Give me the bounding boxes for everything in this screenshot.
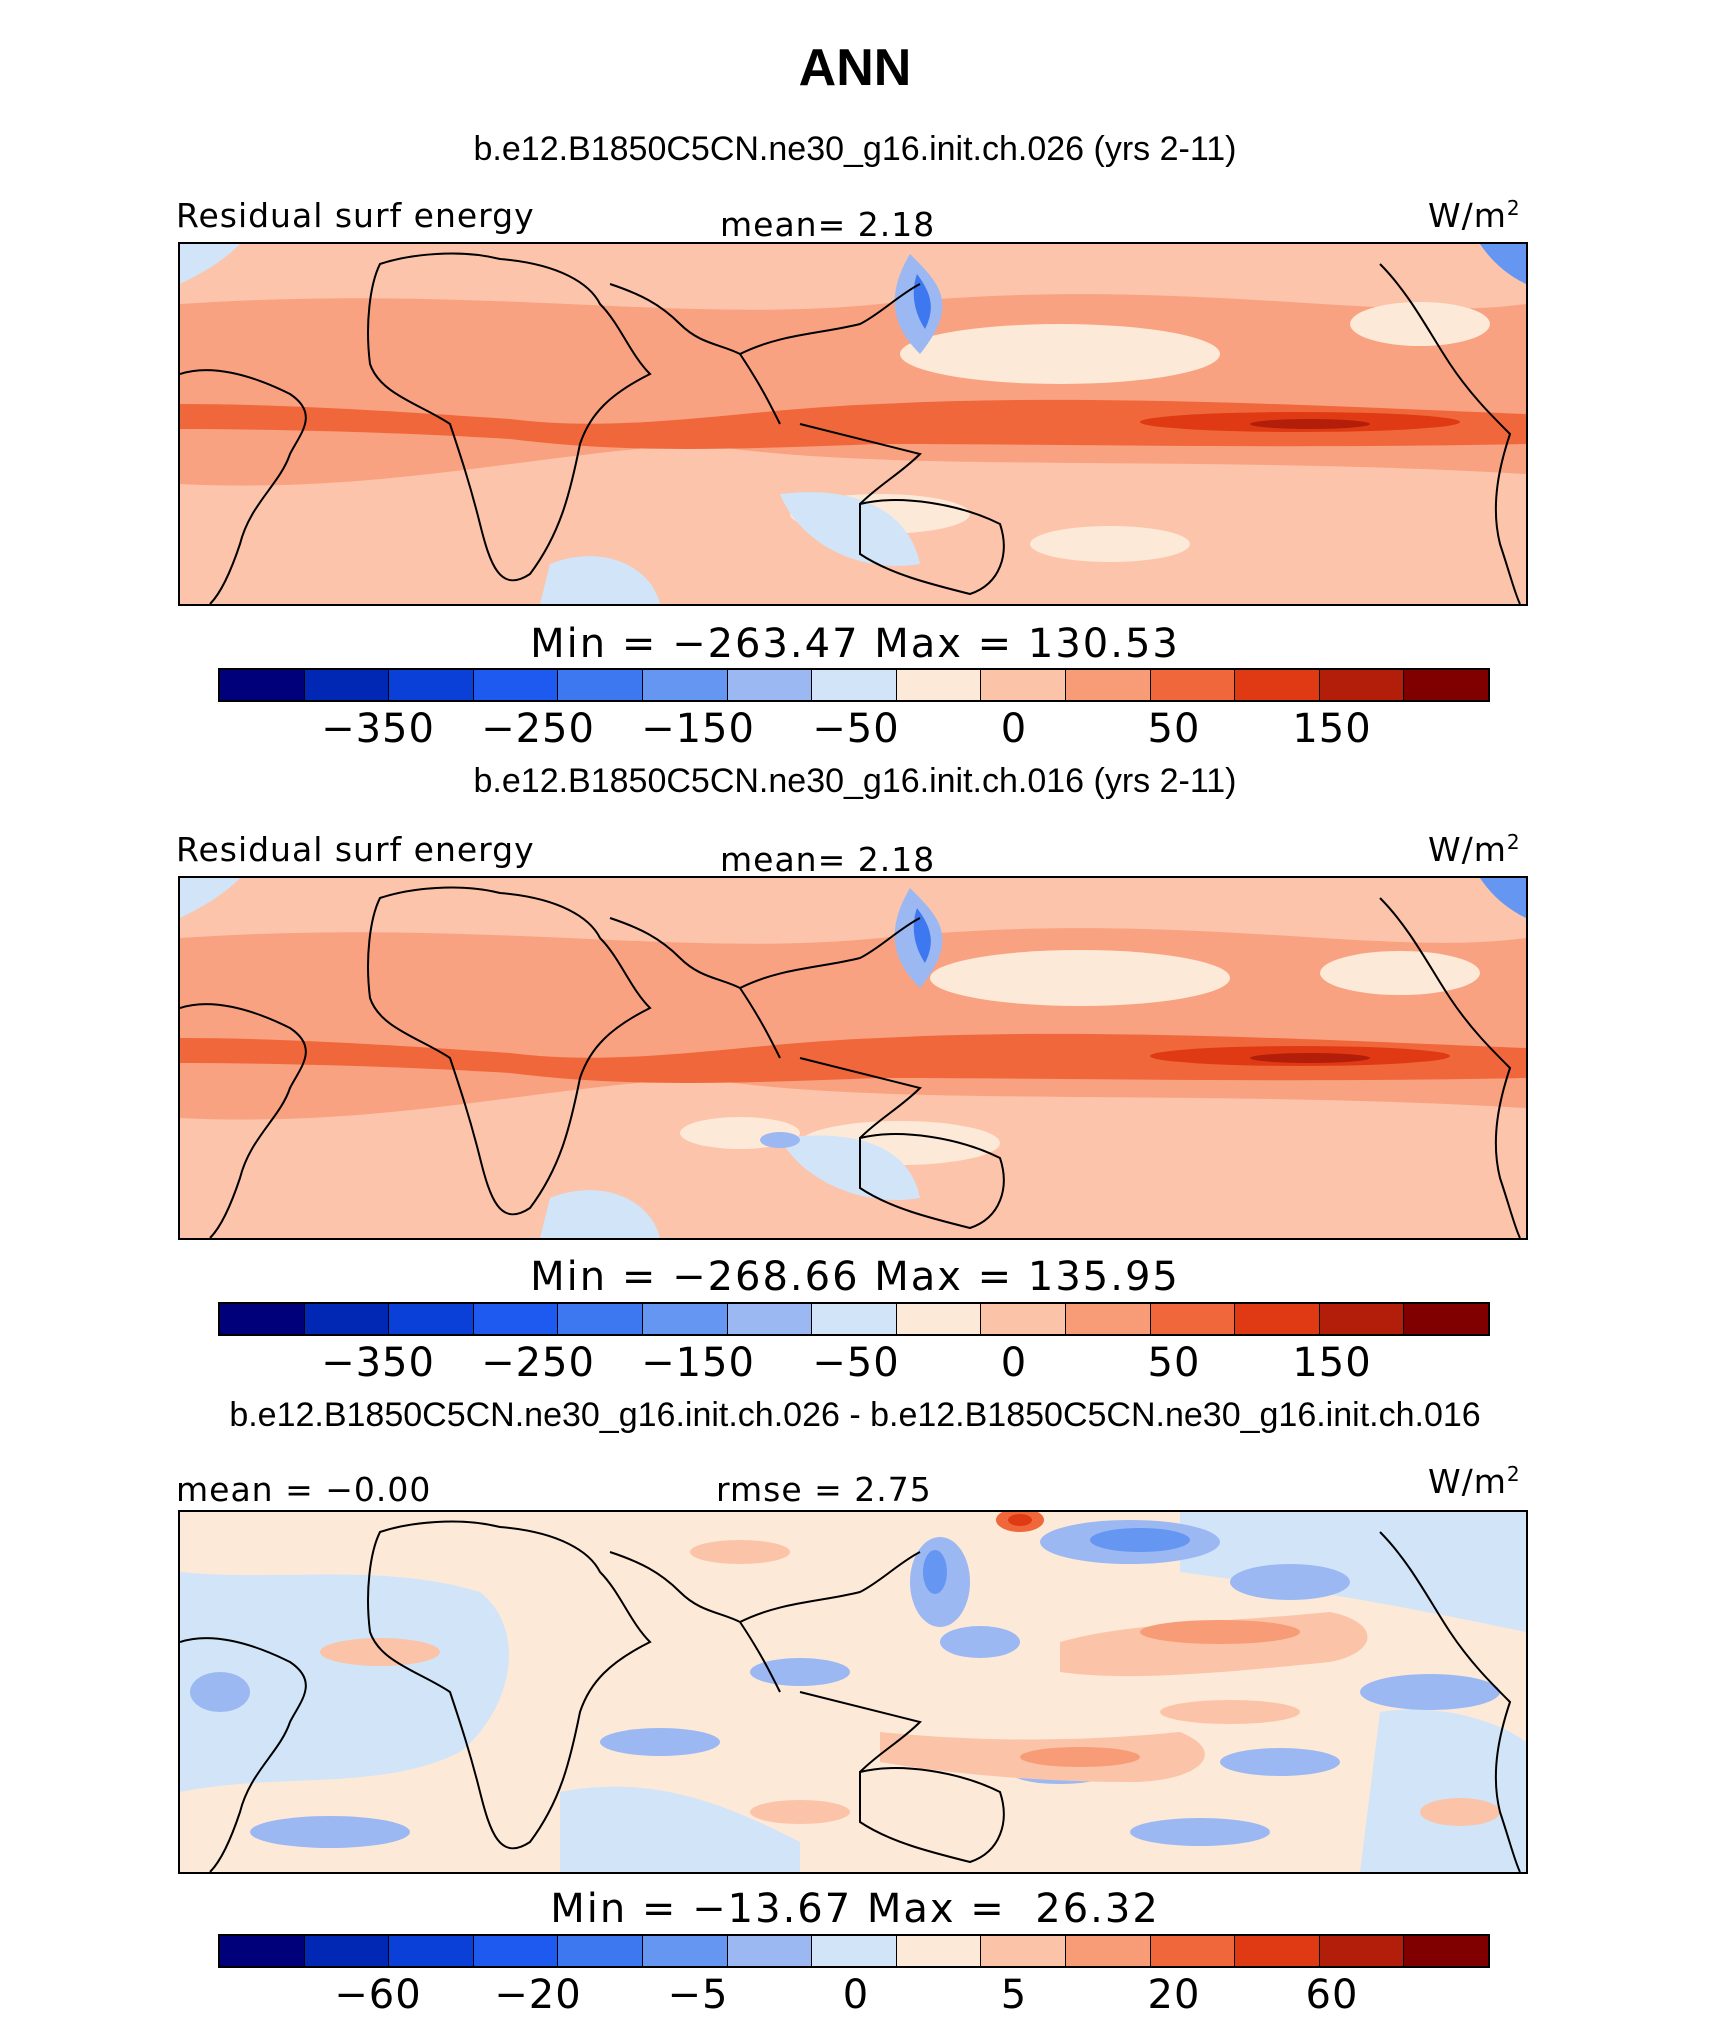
panel-3-map <box>178 1510 1528 1874</box>
tick-label: −250 <box>481 706 595 752</box>
colorbar-swatch <box>726 1304 812 1334</box>
colorbar-swatch <box>726 1936 812 1966</box>
tick-label: −350 <box>321 1340 435 1386</box>
panel-2-units: W/m2 <box>1428 830 1521 869</box>
colorbar-swatch <box>1403 1304 1488 1334</box>
panel-3-colorbar-ticks: −60 −20 −5 0 5 20 60 <box>218 1972 1490 2018</box>
colorbar-swatch <box>1234 1936 1319 1966</box>
colorbar-swatch <box>895 1304 981 1334</box>
colorbar-swatch <box>557 1936 642 1966</box>
colorbar-swatch <box>472 1304 558 1334</box>
panel-3-rmse-label: rmse = 2.75 <box>716 1470 932 1509</box>
tick-label: −20 <box>494 1972 582 2018</box>
panel-3-mean-label: mean = −0.00 <box>176 1470 432 1509</box>
panel-2-mean-label: mean= 2.18 <box>720 840 936 879</box>
colorbar-swatch <box>303 1304 389 1334</box>
colorbar-swatch <box>895 670 981 700</box>
colorbar-swatch <box>1234 670 1319 700</box>
tick-label: −5 <box>667 1972 729 2018</box>
colorbar-swatch <box>1234 1304 1319 1334</box>
tick-label: 5 <box>1000 1972 1028 2018</box>
panel-3-minmax: Min = −13.67 Max = 26.32 <box>550 1886 1160 1932</box>
tick-label: −150 <box>641 706 755 752</box>
colorbar-swatch <box>303 670 389 700</box>
colorbar-swatch <box>220 1936 304 1966</box>
colorbar-swatch <box>303 1936 389 1966</box>
tick-label: 20 <box>1147 1972 1201 2018</box>
tick-label: 0 <box>1000 1340 1028 1386</box>
colorbar-swatch <box>980 1304 1065 1334</box>
colorbar-swatch <box>472 670 558 700</box>
colorbar-swatch <box>895 1936 981 1966</box>
panel-1-units: W/m2 <box>1428 196 1521 235</box>
panel-3-case-title: b.e12.B1850C5CN.ne30_g16.init.ch.026 - b… <box>229 1396 1481 1434</box>
panel-2-case-title: b.e12.B1850C5CN.ne30_g16.init.ch.016 (yr… <box>473 762 1237 800</box>
panel-1-case-title: b.e12.B1850C5CN.ne30_g16.init.ch.026 (yr… <box>473 130 1237 168</box>
tick-label: 0 <box>842 1972 870 2018</box>
panel-1-colorbar-ticks: −350 −250 −150 −50 0 50 150 <box>218 706 1490 752</box>
tick-label: −350 <box>321 706 435 752</box>
colorbar-swatch <box>980 1936 1065 1966</box>
colorbar-swatch <box>1403 670 1488 700</box>
colorbar-swatch <box>641 1304 727 1334</box>
colorbar-swatch <box>1064 1936 1150 1966</box>
colorbar-swatch <box>811 670 896 700</box>
tick-label: 150 <box>1292 706 1372 752</box>
colorbar-swatch <box>1149 1304 1235 1334</box>
panel-2-variable-label: Residual surf energy <box>176 830 535 869</box>
colorbar-swatch <box>641 1936 727 1966</box>
colorbar-swatch <box>811 1936 896 1966</box>
panel-2-colorbar-ticks: −350 −250 −150 −50 0 50 150 <box>218 1340 1490 1386</box>
colorbar-swatch <box>472 1936 558 1966</box>
colorbar-swatch <box>1318 1304 1404 1334</box>
panel-3-units: W/m2 <box>1428 1462 1521 1501</box>
colorbar-swatch <box>1149 670 1235 700</box>
colorbar-swatch <box>557 1304 642 1334</box>
panel-1-mean-label: mean= 2.18 <box>720 205 936 244</box>
tick-label: 150 <box>1292 1340 1372 1386</box>
colorbar-swatch <box>1403 1936 1488 1966</box>
tick-label: 50 <box>1147 1340 1201 1386</box>
colorbar-swatch <box>557 670 642 700</box>
panel-2-minmax: Min = −268.66 Max = 135.95 <box>530 1254 1180 1300</box>
tick-label: −50 <box>812 1340 900 1386</box>
colorbar-swatch <box>1064 670 1150 700</box>
panel-1-colorbar <box>218 668 1490 702</box>
tick-label: 60 <box>1305 1972 1359 2018</box>
panel-1-map <box>178 242 1528 606</box>
panel-2-colorbar <box>218 1302 1490 1336</box>
panel-1-variable-label: Residual surf energy <box>176 196 535 235</box>
tick-label: −150 <box>641 1340 755 1386</box>
colorbar-swatch <box>1064 1304 1150 1334</box>
panel-1-minmax: Min = −263.47 Max = 130.53 <box>530 621 1180 667</box>
colorbar-swatch <box>220 1304 304 1334</box>
figure-title: ANN <box>798 39 912 97</box>
colorbar-swatch <box>388 670 473 700</box>
colorbar-swatch <box>980 670 1065 700</box>
panel-3-colorbar <box>218 1934 1490 1968</box>
colorbar-swatch <box>1318 670 1404 700</box>
tick-label: −50 <box>812 706 900 752</box>
colorbar-swatch <box>811 1304 896 1334</box>
colorbar-swatch <box>726 670 812 700</box>
colorbar-swatch <box>220 670 304 700</box>
tick-label: 0 <box>1000 706 1028 752</box>
tick-label: 50 <box>1147 706 1201 752</box>
colorbar-swatch <box>388 1936 473 1966</box>
colorbar-swatch <box>1318 1936 1404 1966</box>
panel-2-map <box>178 876 1528 1240</box>
colorbar-swatch <box>388 1304 473 1334</box>
colorbar-swatch <box>641 670 727 700</box>
tick-label: −60 <box>334 1972 422 2018</box>
colorbar-swatch <box>1149 1936 1235 1966</box>
tick-label: −250 <box>481 1340 595 1386</box>
